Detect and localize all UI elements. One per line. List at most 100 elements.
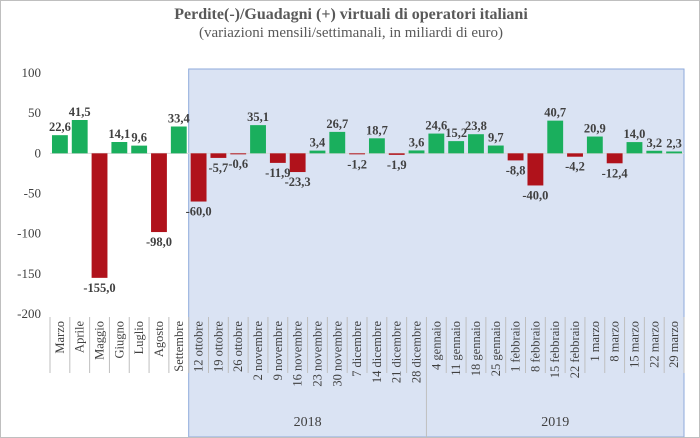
- data-label: -1,9: [387, 158, 407, 172]
- bar: [586, 136, 603, 154]
- bar: [71, 119, 88, 154]
- year-label: 2019: [541, 415, 569, 430]
- data-label: 18,7: [366, 123, 388, 137]
- category-label: Maggio: [93, 321, 107, 360]
- bar: [428, 133, 445, 154]
- category-label: 2 novembre: [251, 321, 265, 381]
- bar: [51, 135, 68, 154]
- category-label: 1 marzo: [588, 321, 602, 362]
- category-label: 30 novembre: [330, 321, 344, 387]
- category-label: 1 febbraio: [509, 321, 523, 372]
- data-label: 3,6: [409, 135, 425, 149]
- data-label: -4,2: [565, 160, 585, 174]
- bar: [547, 120, 564, 154]
- bar: [468, 134, 484, 154]
- category-label: 18 gennaio: [469, 321, 483, 376]
- bar: [368, 138, 385, 154]
- category-label: Luglio: [132, 321, 146, 354]
- data-label: 14,1: [108, 127, 130, 141]
- category-label: 4 gennaio: [429, 321, 443, 370]
- category-label: 8 marzo: [608, 321, 622, 362]
- data-label: -8,8: [506, 163, 526, 177]
- y-tick-label: 50: [28, 105, 41, 120]
- data-label: -23,3: [285, 175, 311, 189]
- bar: [507, 153, 524, 161]
- category-label: 14 dicembre: [370, 321, 384, 384]
- bar: [131, 145, 148, 154]
- bar: [567, 153, 583, 157]
- category-label: 16 novembre: [291, 321, 305, 387]
- bar: [210, 153, 227, 158]
- bar: [349, 153, 366, 155]
- category-label: 22 febbraio: [568, 321, 582, 378]
- y-tick-label: -50: [24, 186, 41, 201]
- y-tick-label: 100: [22, 65, 42, 80]
- data-label: 23,8: [465, 119, 487, 133]
- category-label: 23 novembre: [310, 321, 324, 387]
- y-tick-label: -200: [17, 306, 41, 321]
- y-tick-label: 0: [35, 145, 42, 160]
- category-label: Settembre: [172, 321, 186, 372]
- category-label: 7 dicembre: [350, 321, 364, 377]
- bar: [388, 153, 405, 155]
- category-label: Marzo: [53, 321, 67, 354]
- data-label: -60,0: [186, 205, 212, 219]
- category-label: 19 ottobre: [211, 321, 225, 372]
- data-label: 9,6: [131, 131, 147, 145]
- y-tick-label: -100: [17, 226, 41, 241]
- category-label: 28 dicembre: [410, 321, 424, 384]
- data-label: 22,6: [49, 120, 71, 134]
- bar: [269, 153, 286, 163]
- category-label: 8 febbraio: [528, 321, 542, 372]
- category-label: 12 ottobre: [192, 321, 206, 372]
- category-label: Giugno: [112, 321, 126, 359]
- data-label: -5,7: [209, 161, 229, 175]
- data-label: 20,9: [584, 122, 606, 136]
- bar: [448, 141, 465, 154]
- data-label: -98,0: [146, 235, 172, 249]
- year-label: 2018: [294, 415, 322, 430]
- data-label: 40,7: [544, 106, 566, 120]
- data-label: 3,4: [310, 136, 326, 150]
- category-label: 21 dicembre: [390, 321, 404, 384]
- data-label: -40,0: [522, 188, 548, 202]
- bar: [250, 125, 266, 154]
- bar: [151, 153, 167, 233]
- data-label: 26,7: [326, 117, 348, 131]
- data-label: 9,7: [488, 131, 504, 145]
- data-label: 24,6: [425, 119, 447, 133]
- data-label: 15,2: [445, 126, 467, 140]
- category-label: 9 novembre: [271, 321, 285, 381]
- category-label: Agosto: [152, 321, 166, 357]
- category-label: 25 gennaio: [489, 321, 503, 376]
- category-label: 29 marzo: [667, 321, 681, 368]
- data-label: -12,4: [602, 166, 629, 180]
- data-label: -11,9: [265, 166, 290, 180]
- data-label: 14,0: [624, 127, 646, 141]
- bar: [646, 150, 663, 154]
- category-label: 15 febbraio: [548, 321, 562, 378]
- category-label: 15 marzo: [627, 321, 641, 368]
- category-label: 11 gennaio: [449, 321, 463, 376]
- category-label: 26 ottobre: [231, 321, 245, 372]
- bar: [626, 142, 643, 154]
- data-label: 35,1: [247, 110, 269, 124]
- data-label: 2,3: [666, 136, 682, 150]
- data-label: 33,4: [168, 112, 191, 126]
- bar: [666, 151, 683, 154]
- data-label: -1,2: [347, 157, 367, 171]
- y-tick-label: -150: [17, 266, 41, 281]
- bar: [111, 142, 128, 154]
- bar: [487, 145, 504, 154]
- chart-subtitle: (variazioni mensili/settimanali, in mili…: [198, 25, 504, 41]
- bar: [606, 153, 623, 164]
- data-label: 3,2: [646, 136, 662, 150]
- category-label: 22 marzo: [647, 321, 661, 368]
- bar: [408, 150, 425, 154]
- category-label: Aprile: [73, 321, 87, 353]
- bar: [170, 126, 187, 154]
- data-label: -155,0: [83, 281, 115, 295]
- bar: [230, 153, 247, 155]
